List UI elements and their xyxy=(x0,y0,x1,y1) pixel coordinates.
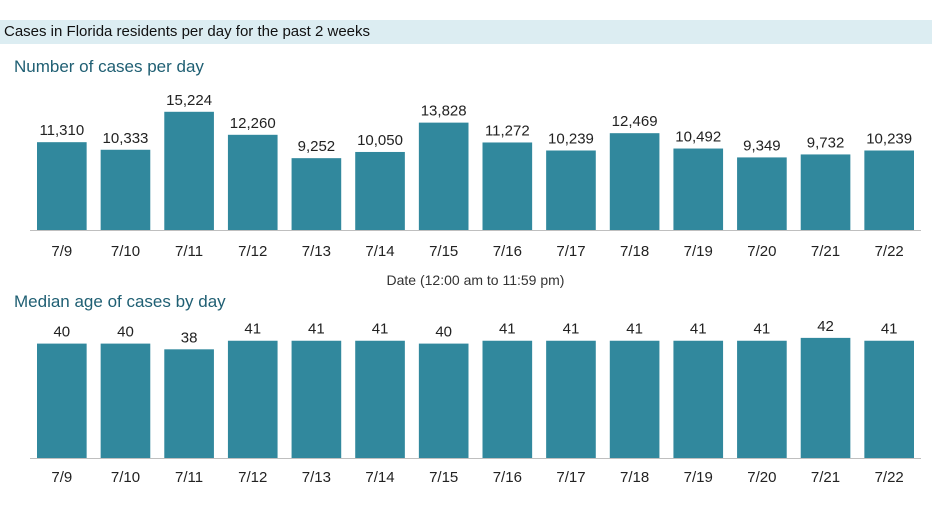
bar-7-15 xyxy=(418,122,469,230)
bar-7-12 xyxy=(227,340,278,458)
x-tick-label: 7/11 xyxy=(175,469,203,486)
x-tick-label: 7/9 xyxy=(51,243,72,260)
bar-7-10 xyxy=(100,149,151,230)
data-label: 41 xyxy=(754,321,771,338)
x-tick-label: 7/12 xyxy=(238,243,267,260)
bar-7-21 xyxy=(800,337,851,458)
data-label: 9,732 xyxy=(807,134,845,151)
data-label: 12,260 xyxy=(230,115,276,132)
data-label: 40 xyxy=(435,324,452,341)
bar-7-15 xyxy=(418,343,469,458)
data-label: 42 xyxy=(817,320,834,335)
data-label: 41 xyxy=(244,321,261,338)
x-tick-label: 7/21 xyxy=(811,469,840,486)
bar-7-17 xyxy=(546,340,596,458)
x-tick-label: 7/17 xyxy=(556,469,585,486)
data-label: 10,239 xyxy=(866,130,912,147)
x-tick-label: 7/20 xyxy=(747,469,776,486)
data-label: 41 xyxy=(372,321,389,338)
data-label: 9,349 xyxy=(743,137,781,154)
bar-7-22 xyxy=(864,150,914,230)
data-label: 41 xyxy=(308,321,325,338)
age-chart-title: Median age of cases by day xyxy=(14,292,226,311)
bar-7-12 xyxy=(227,134,278,230)
data-label: 10,492 xyxy=(675,129,721,146)
data-label: 41 xyxy=(563,321,580,338)
bar-7-17 xyxy=(546,150,596,230)
bar-7-20 xyxy=(737,340,787,458)
x-tick-label: 7/18 xyxy=(620,469,649,486)
x-tick-label: 7/13 xyxy=(302,469,331,486)
data-label: 41 xyxy=(690,321,707,338)
data-label: 40 xyxy=(117,324,134,341)
data-label: 15,224 xyxy=(166,92,212,109)
data-label: 41 xyxy=(499,321,516,338)
bar-7-16 xyxy=(482,340,533,458)
data-label: 11,310 xyxy=(39,122,84,139)
bar-7-19 xyxy=(673,340,724,458)
x-tick-label: 7/15 xyxy=(429,243,458,260)
x-tick-label: 7/18 xyxy=(620,243,649,260)
x-tick-label: 7/16 xyxy=(493,469,522,486)
cases-chart-title: Number of cases per day xyxy=(14,57,204,76)
x-tick-label: 7/12 xyxy=(238,469,267,486)
bar-7-10 xyxy=(100,343,151,458)
header-bar: Cases in Florida residents per day for t… xyxy=(0,20,932,44)
bar-7-9 xyxy=(37,142,87,230)
bar-7-14 xyxy=(355,340,405,458)
x-tick-label: 7/20 xyxy=(747,243,776,260)
data-label: 41 xyxy=(626,321,643,338)
x-tick-label: 7/13 xyxy=(302,243,331,260)
bar-7-13 xyxy=(291,340,342,458)
x-tick-label: 7/19 xyxy=(684,469,713,486)
x-tick-label: 7/10 xyxy=(111,469,140,486)
data-label: 10,239 xyxy=(548,130,594,147)
median-age-chart: 40 7/9 40 7/10 38 7/11 41 7/12 41 7/13 41 7/14 40 7/1… xyxy=(30,320,921,486)
x-tick-label: 7/22 xyxy=(875,243,904,260)
x-tick-label: 7/19 xyxy=(684,243,713,260)
x-tick-label: 7/22 xyxy=(875,469,904,486)
data-label: 13,828 xyxy=(421,103,467,120)
data-label: 41 xyxy=(881,321,898,338)
x-axis-title: Date (12:00 am to 11:59 pm) xyxy=(387,272,565,288)
bar-7-13 xyxy=(291,158,342,230)
bar-7-18 xyxy=(609,133,660,230)
data-label: 12,469 xyxy=(612,113,658,130)
bar-7-20 xyxy=(737,157,787,230)
x-tick-label: 7/10 xyxy=(111,243,140,260)
bar-7-21 xyxy=(800,154,851,230)
cases-per-day-chart: 11,310 7/9 10,333 7/10 15,224 7/11 12,260 7/12 9… xyxy=(30,92,921,288)
bar-7-22 xyxy=(864,340,914,458)
data-label: 10,050 xyxy=(357,132,403,149)
x-tick-label: 7/11 xyxy=(175,243,203,260)
x-tick-label: 7/16 xyxy=(493,243,522,260)
bar-7-9 xyxy=(37,343,87,458)
data-label: 11,272 xyxy=(485,122,530,139)
x-tick-label: 7/15 xyxy=(429,469,458,486)
data-label: 10,333 xyxy=(103,130,149,147)
x-tick-label: 7/21 xyxy=(811,243,840,260)
x-tick-label: 7/17 xyxy=(556,243,585,260)
data-label: 9,252 xyxy=(298,138,336,155)
x-tick-label: 7/14 xyxy=(365,243,394,260)
bar-7-14 xyxy=(355,151,405,230)
bar-7-18 xyxy=(609,340,660,458)
bar-7-11 xyxy=(164,111,214,230)
data-label: 38 xyxy=(181,329,198,346)
bar-7-16 xyxy=(482,142,533,230)
x-tick-label: 7/9 xyxy=(51,469,72,486)
bar-7-11 xyxy=(164,349,214,458)
header-title: Cases in Florida residents per day for t… xyxy=(4,23,371,40)
x-tick-label: 7/14 xyxy=(365,469,394,486)
bar-7-19 xyxy=(673,148,724,230)
data-label: 40 xyxy=(53,324,70,341)
